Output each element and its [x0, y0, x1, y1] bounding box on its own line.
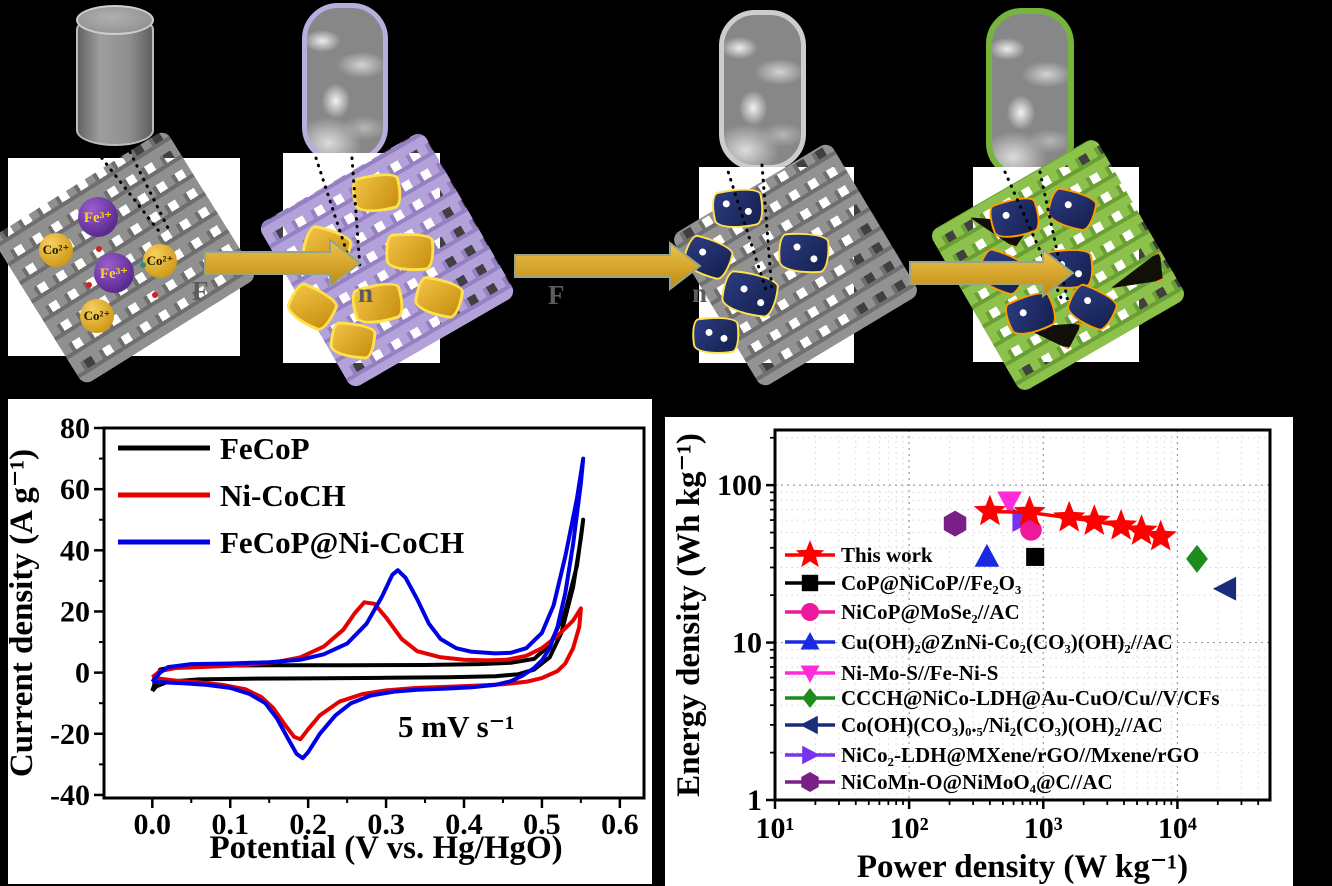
data-point-star [1104, 509, 1138, 540]
cv-y-tick-label: 0 [75, 657, 90, 690]
ragone-legend-marker-square [801, 574, 819, 592]
cv-y-tick-label: 80 [60, 412, 90, 445]
data-point-star [1125, 514, 1158, 545]
cv-chart: 0.0 0.1 0.2 0.3 0.4 0.5 0.6 -40 -20 0 20 40 60 80 Pote… [4, 412, 646, 866]
cv-y-axis-label: Current density (A g⁻¹) [8, 449, 40, 777]
cv-x-tick-label: 0.4 [445, 808, 483, 841]
fe-ion-sphere: Fe³⁺ [94, 253, 134, 293]
data-point-circle [1020, 519, 1042, 541]
co-ion-sphere: Co²⁺ [80, 299, 114, 333]
data-point-hexagon [943, 510, 967, 537]
data-point-diamond [1186, 544, 1208, 573]
ragone-legend-marker-hexagon [801, 772, 819, 792]
partial-step-label: F [548, 280, 565, 310]
substrate-cylinder-top-icon [76, 5, 154, 35]
ion-dot [152, 292, 158, 298]
ragone-legend-label: NiCoMn-O@NiMoO₄@C//AC [841, 770, 1113, 794]
ragone-chart-panel: 10¹ 10² 10³ 10⁴ 1 10 100 Power density (W kg⁻¹)… [665, 417, 1293, 886]
cv-legend-label: FeCoP@Ni-CoCH [220, 525, 464, 560]
cv-y-tick-label: 60 [60, 473, 90, 506]
sem-capsule-stage2 [302, 3, 388, 163]
ragone-y-tick-label: 10 [732, 627, 762, 660]
ragone-legend-label: This work [841, 543, 933, 567]
ragone-legend-label: NiCoP@MoSe₂//AC [841, 600, 1020, 624]
cv-x-tick-label: 0.2 [289, 808, 327, 841]
ragone-y-axis-label: Energy density (Wh kg⁻¹) [671, 433, 707, 797]
scheme-arrows-overlay [95, 150, 1075, 304]
cv-series-Ni-CoCH [151, 600, 583, 742]
ragone-legend-marker-star [795, 540, 825, 568]
co-ion-sphere: Co²⁺ [143, 244, 177, 278]
co-ion-label: Co²⁺ [83, 308, 111, 323]
fe-ion-label: Fe³⁺ [99, 265, 129, 282]
cv-legend-label: FeCoP [220, 431, 310, 466]
ragone-legend-label: CoP@NiCoP//Fe₂O₃ [841, 571, 1021, 595]
cv-x-tick-label: 0.6 [601, 808, 639, 841]
data-point-star [1144, 519, 1177, 551]
co-ion-label: Co²⁺ [42, 242, 70, 257]
cv-y-tick-label: 20 [60, 595, 90, 628]
cv-x-tick-label: 0.1 [211, 808, 249, 841]
data-point-tri-up [974, 543, 1000, 567]
ion-dot [86, 282, 92, 288]
co-ion-sphere: Co²⁺ [39, 233, 73, 267]
ragone-chart: 10¹ 10² 10³ 10⁴ 1 10 100 Power density (W kg⁻¹)… [671, 428, 1272, 885]
substrate-cylinder-icon [76, 14, 154, 146]
data-point-star [1078, 504, 1111, 535]
cv-chart-panel: 0.0 0.1 0.2 0.3 0.4 0.5 0.6 -40 -20 0 20 40 60 80 Pote… [4, 399, 652, 884]
data-point-tri-down [997, 491, 1022, 515]
ragone-plot-frame [773, 428, 1272, 802]
ragone-x-tick-label: 10² [890, 812, 929, 845]
ragone-x-tick-label: 10⁴ [1158, 812, 1197, 845]
ragone-legend-marker-tri-down [800, 665, 820, 683]
cv-y-tick-label: 40 [60, 534, 90, 567]
fe-ion-sphere: Fe³⁺ [78, 197, 118, 237]
ragone-legend-label: NiCo₂-LDH@MXene/rGO//Mxene/rGO [841, 743, 1199, 767]
ragone-y-tick-label: 100 [717, 469, 762, 502]
reaction-arrow-1-icon [204, 237, 362, 289]
reaction-arrow-2-icon [514, 240, 702, 292]
cv-x-tick-label: 0.3 [367, 808, 405, 841]
data-point-star [1053, 500, 1086, 532]
ragone-y-tick-label: 1 [747, 784, 762, 817]
ion-dot [140, 262, 146, 268]
ragone-legend-label: CCCH@NiCo-LDH@Au-CuO/Cu//V/CFs [841, 686, 1220, 710]
reaction-arrow-3-icon [909, 247, 1075, 299]
ragone-x-axis-label: Power density (W kg⁻¹) [857, 849, 1188, 885]
fe-ion-label: Fe³⁺ [83, 209, 113, 226]
data-point-star [1013, 495, 1046, 527]
ragone-legend-marker-circle [801, 603, 819, 621]
ragone-legend-marker-tri-up [800, 632, 820, 650]
ion-dot [96, 246, 102, 252]
cv-x-tick-label: 0.0 [134, 808, 172, 841]
partial-step-label: n [692, 278, 708, 308]
cv-plot-frame [102, 426, 646, 800]
data-point-square [1026, 547, 1045, 566]
cv-x-tick-label: 0.5 [523, 808, 561, 841]
cv-y-tick-label: -40 [50, 779, 90, 812]
cv-series-FeCoP@Ni-CoCH [150, 456, 586, 761]
ragone-legend-marker-tri-right [802, 745, 820, 765]
data-point-star [973, 494, 1007, 526]
cv-legend-label: Ni-CoCH [220, 478, 346, 513]
partial-step-label: F [192, 276, 209, 306]
cv-x-axis-label: Potential (V vs. Hg/HgO) [209, 830, 562, 866]
partial-step-label: n [358, 278, 374, 308]
co-ion-label: Co²⁺ [146, 253, 174, 268]
ragone-legend-label: Ni-Mo-S//Fe-Ni-S [841, 661, 998, 685]
connector-lines [95, 150, 1070, 304]
ragone-legend-label: Co(OH)(CO₃)₀.₅/Ni₂(CO₃)(OH)₂//AC [841, 713, 1163, 737]
ragone-x-tick-label: 10¹ [756, 812, 795, 845]
cv-scan-rate-annotation: 5 mV s⁻¹ [398, 709, 514, 744]
cv-y-tick-label: -20 [50, 718, 90, 751]
data-point-tri-left [1212, 576, 1237, 601]
ragone-x-tick-label: 10³ [1024, 812, 1063, 845]
ragone-legend-marker-tri-left [800, 715, 818, 735]
ragone-legend-label: Cu(OH)₂@ZnNi-Co₂(CO₃)(OH)₂//AC [841, 630, 1173, 654]
